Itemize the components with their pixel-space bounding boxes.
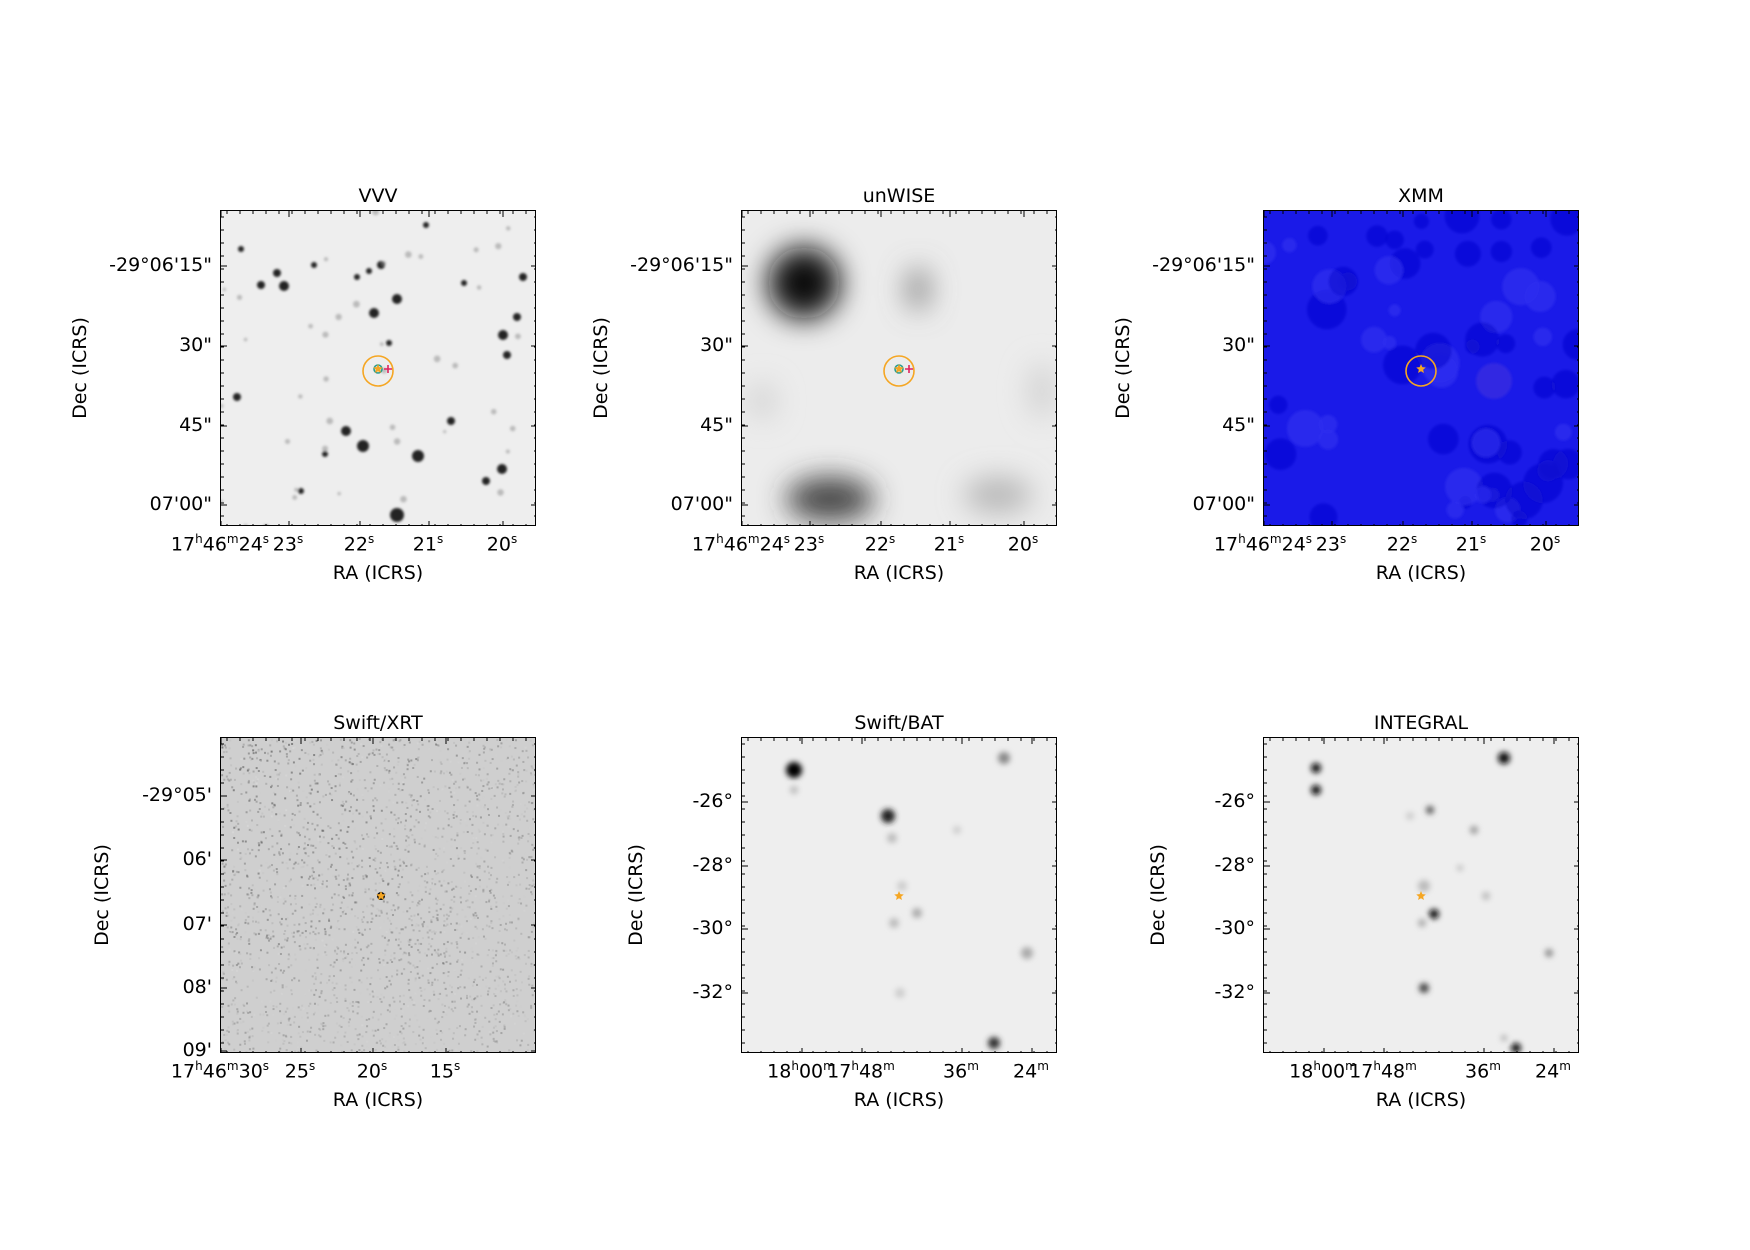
x-tick-label: 18h00m xyxy=(1289,1059,1357,1083)
y-tick-label: -26° xyxy=(1214,790,1255,812)
source-star xyxy=(1416,364,1426,374)
y-tick-label: -29°06'15" xyxy=(109,254,212,276)
x-tick-label: 23s xyxy=(793,532,825,556)
source-star xyxy=(894,891,904,901)
y-tick-label: 06' xyxy=(182,848,212,870)
x-tick-label: 23s xyxy=(272,532,304,556)
x-axis-label: RA (ICRS) xyxy=(1375,562,1467,584)
image-xmm xyxy=(1263,210,1579,526)
x-tick-label: 17h46m30s xyxy=(170,1059,270,1083)
x-axis-label: RA (ICRS) xyxy=(853,562,945,584)
y-axis-label: Dec (ICRS) xyxy=(590,317,612,419)
x-tick-label: 24m xyxy=(1535,1059,1571,1083)
y-axis-label: Dec (ICRS) xyxy=(91,844,113,946)
y-tick-label: -32° xyxy=(1214,981,1255,1003)
y-tick-label: -28° xyxy=(1214,854,1255,876)
x-tick-label: 15s xyxy=(429,1059,461,1083)
panel-title: VVV xyxy=(358,185,398,207)
y-tick-label: 07'00" xyxy=(670,493,733,515)
x-tick-label: 17h46m24s xyxy=(1213,532,1313,556)
y-tick-label: -30° xyxy=(1214,917,1255,939)
panel-title: Swift/XRT xyxy=(333,712,423,734)
x-tick-label: 25s xyxy=(284,1059,316,1083)
x-tick-label: 22s xyxy=(1386,532,1418,556)
y-tick-label: 07'00" xyxy=(149,493,212,515)
y-tick-label: -30° xyxy=(692,917,733,939)
image-unwise xyxy=(741,210,1057,526)
y-tick-label: 30" xyxy=(700,334,733,356)
x-axis-label: RA (ICRS) xyxy=(853,1089,945,1111)
panel-title: XMM xyxy=(1398,185,1444,207)
x-tick-label: 21s xyxy=(1455,532,1487,556)
y-tick-label: -29°06'15" xyxy=(1152,254,1255,276)
y-tick-label: 45" xyxy=(1222,414,1255,436)
x-tick-label: 17h46m24s xyxy=(691,532,791,556)
y-tick-label: -28° xyxy=(692,854,733,876)
x-tick-label: 36m xyxy=(943,1059,979,1083)
y-tick-label: 09' xyxy=(182,1039,212,1061)
panel-title: Swift/BAT xyxy=(854,712,944,734)
source-star xyxy=(894,364,904,374)
x-tick-label: 20s xyxy=(356,1059,388,1083)
x-tick-label: 20s xyxy=(486,532,518,556)
x-tick-label: 22s xyxy=(343,532,375,556)
x-tick-label: 20s xyxy=(1529,532,1561,556)
image-bat xyxy=(741,737,1057,1053)
y-axis-label: Dec (ICRS) xyxy=(1112,317,1134,419)
source-star xyxy=(373,364,383,374)
source-circle xyxy=(883,355,915,387)
x-tick-label: 18h00m xyxy=(767,1059,835,1083)
y-tick-label: -29°06'15" xyxy=(630,254,733,276)
x-axis-label: RA (ICRS) xyxy=(332,562,424,584)
y-axis-label: Dec (ICRS) xyxy=(69,317,91,419)
y-tick-label: 07' xyxy=(182,913,212,935)
y-tick-label: 45" xyxy=(179,414,212,436)
x-tick-label: 21s xyxy=(933,532,965,556)
y-tick-label: 08' xyxy=(182,976,212,998)
x-tick-label: 36m xyxy=(1465,1059,1501,1083)
image-xrt xyxy=(220,737,536,1053)
x-tick-label: 17h48m xyxy=(827,1059,895,1083)
y-tick-label: 45" xyxy=(700,414,733,436)
source-circle xyxy=(362,355,394,387)
y-tick-label: 07'00" xyxy=(1192,493,1255,515)
source-circle xyxy=(1405,355,1437,387)
x-axis-label: RA (ICRS) xyxy=(332,1089,424,1111)
x-tick-label: 17h46m24s xyxy=(170,532,270,556)
x-tick-label: 23s xyxy=(1315,532,1347,556)
y-tick-label: -29°05' xyxy=(142,784,212,806)
y-tick-label: 30" xyxy=(1222,334,1255,356)
y-axis-label: Dec (ICRS) xyxy=(1147,844,1169,946)
y-tick-label: -26° xyxy=(692,790,733,812)
y-tick-label: 30" xyxy=(179,334,212,356)
x-tick-label: 21s xyxy=(412,532,444,556)
panel-title: unWISE xyxy=(862,185,936,207)
y-tick-label: -32° xyxy=(692,981,733,1003)
image-vvv xyxy=(220,210,536,526)
x-tick-label: 20s xyxy=(1007,532,1039,556)
x-tick-label: 24m xyxy=(1013,1059,1049,1083)
x-axis-label: RA (ICRS) xyxy=(1375,1089,1467,1111)
y-axis-label: Dec (ICRS) xyxy=(625,844,647,946)
source-star xyxy=(376,891,386,901)
image-integral xyxy=(1263,737,1579,1053)
source-star xyxy=(1416,891,1426,901)
x-tick-label: 17h48m xyxy=(1349,1059,1417,1083)
panel-title: INTEGRAL xyxy=(1373,712,1469,734)
x-tick-label: 22s xyxy=(864,532,896,556)
